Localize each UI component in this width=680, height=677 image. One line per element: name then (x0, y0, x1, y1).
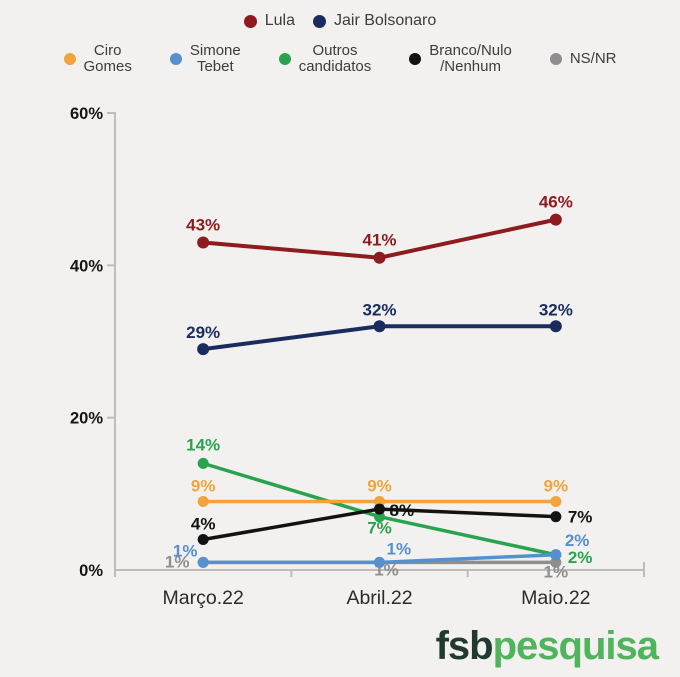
data-point (374, 495, 385, 507)
x-tick-label: Março.22 (163, 587, 244, 609)
y-tick-label: 20% (70, 410, 103, 428)
y-tick-label: 40% (70, 257, 103, 275)
x-tick-label: Abril.22 (346, 587, 412, 609)
legend-label: Outros candidatos (298, 42, 372, 75)
legend-swatch-icon (549, 53, 562, 65)
data-label: 2% (568, 548, 593, 567)
data-label: 7% (568, 508, 593, 527)
brand-logo-light: pesquisa (492, 624, 659, 668)
data-point (373, 320, 386, 333)
data-label: 1% (173, 541, 198, 560)
legend-item: Lula (243, 12, 295, 30)
y-tick-label: 0% (79, 562, 103, 580)
legend-item: Simone Tebet (169, 42, 241, 75)
data-point (549, 320, 562, 333)
data-label: 32% (362, 300, 396, 319)
data-label: 1% (165, 552, 190, 571)
data-label: 14% (186, 435, 220, 454)
legend-item: Outros candidatos (278, 42, 372, 75)
x-tick-label: Maio.22 (521, 587, 590, 609)
legend-swatch-icon (169, 53, 182, 65)
data-label: 43% (186, 215, 220, 234)
data-point (197, 534, 209, 546)
data-label: 8% (390, 501, 415, 520)
data-label: 41% (362, 231, 396, 250)
legend-item: Ciro Gomes (63, 42, 132, 75)
legend-item: Jair Bolsonaro (312, 12, 437, 30)
data-label: 9% (191, 476, 216, 495)
brand-logo: fsbpesquisa (435, 624, 659, 669)
data-point (374, 556, 385, 568)
data-label: 1% (387, 539, 412, 558)
legend-label: Ciro Gomes (83, 42, 132, 75)
brand-logo-bold: fsb (435, 624, 494, 668)
legend-label: Jair Bolsonaro (333, 12, 437, 29)
data-label: 32% (539, 300, 573, 319)
legend-label: Simone Tebet (189, 42, 241, 75)
legend-label: NS/NR (569, 50, 617, 67)
legend-swatch-icon (409, 53, 422, 65)
legend-item: Branco/Nulo /Nenhum (409, 43, 512, 75)
data-point (197, 495, 209, 507)
data-label: 9% (367, 476, 392, 495)
legend-row-2: Ciro Gomes Simone Tebet Outros candidatos B… (0, 43, 680, 75)
data-label: 4% (191, 515, 216, 534)
data-point (197, 343, 210, 356)
data-point (550, 511, 562, 523)
data-point (374, 511, 385, 523)
legend-label: Branco/Nulo /Nenhum (429, 42, 512, 75)
y-tick-label: 60% (70, 105, 103, 123)
legend-swatch-icon (278, 53, 291, 65)
legend-swatch-icon (243, 14, 257, 28)
legend-item: NS/NR (549, 50, 617, 67)
data-label: 9% (544, 476, 569, 495)
data-point (374, 503, 385, 515)
data-label: 46% (539, 193, 573, 212)
data-label: 1% (544, 562, 569, 581)
data-label: 7% (367, 519, 392, 538)
data-label: 2% (565, 531, 590, 550)
legend-swatch-icon (63, 53, 76, 65)
legend-swatch-icon (312, 14, 326, 28)
legend-label: Lula (264, 12, 295, 29)
data-point (550, 549, 562, 561)
data-point (550, 495, 562, 507)
data-point (549, 213, 562, 226)
data-point (197, 236, 210, 249)
data-point (550, 556, 562, 568)
data-label: 29% (186, 323, 220, 342)
legend-row-1: Lula Jair Bolsonaro (0, 12, 680, 30)
data-point (197, 457, 209, 469)
data-point (373, 251, 386, 264)
data-point (197, 556, 209, 568)
